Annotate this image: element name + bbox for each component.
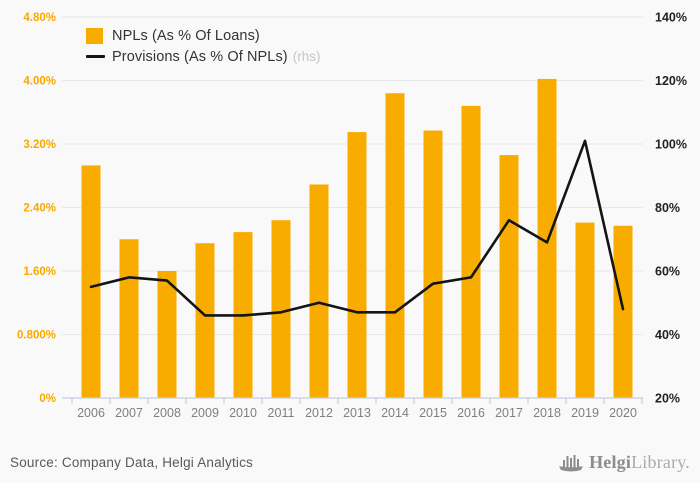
x-label-2010: 2010 bbox=[229, 406, 257, 420]
x-label-2011: 2011 bbox=[268, 406, 295, 420]
x-label-2013: 2013 bbox=[343, 406, 371, 420]
bar-2019 bbox=[575, 222, 595, 398]
legend-label-provisions: Provisions (As % Of NPLs) bbox=[112, 48, 288, 65]
legend-label-npls: NPLs (As % Of Loans) bbox=[112, 27, 260, 44]
y-right-tick-label: 100% bbox=[655, 138, 687, 152]
x-label-2018: 2018 bbox=[533, 406, 561, 420]
logo-text: HelgiLibrary. bbox=[589, 452, 690, 473]
y-right-tick-label: 80% bbox=[655, 201, 680, 215]
legend-label-rhs: (rhs) bbox=[292, 49, 321, 64]
bar-2006 bbox=[81, 165, 101, 398]
npls-swatch-icon bbox=[86, 27, 103, 44]
x-label-2009: 2009 bbox=[191, 406, 219, 420]
y-left-tick-label: 3.20% bbox=[23, 139, 56, 151]
x-label-2008: 2008 bbox=[153, 406, 181, 420]
chart-legend: NPLs (As % Of Loans) Provisions (As % Of… bbox=[86, 25, 321, 67]
legend-item-npls: NPLs (As % Of Loans) bbox=[86, 25, 321, 46]
y-left-tick-label: 1.60% bbox=[23, 266, 56, 278]
x-label-2007: 2007 bbox=[115, 406, 143, 420]
bar-2018 bbox=[537, 78, 557, 398]
logo-text-helgi: Helgi bbox=[589, 451, 632, 472]
chart-footer: Source: Company Data, Helgi Analytics He… bbox=[0, 444, 700, 480]
legend-item-provisions: Provisions (As % Of NPLs) (rhs) bbox=[86, 46, 321, 67]
chart-area: 4.80% 4.00% 3.20% 2.40% 1.60% 0.800% 0% 140% 120… bbox=[17, 11, 687, 421]
provisions-line bbox=[89, 139, 625, 317]
bar-2013 bbox=[347, 132, 367, 398]
y-right-tick-label: 40% bbox=[655, 328, 680, 342]
helgi-ship-icon bbox=[559, 455, 584, 472]
bar-2017 bbox=[499, 155, 519, 398]
y-right-tick-label: 140% bbox=[655, 11, 687, 25]
y-right-tick-label: 120% bbox=[655, 74, 687, 88]
y-left-tick-label: 4.80% bbox=[23, 12, 56, 24]
bar-2009 bbox=[195, 243, 215, 398]
x-label-2016: 2016 bbox=[457, 406, 485, 420]
y-left-tick-label: 2.40% bbox=[23, 203, 56, 215]
bar-2008 bbox=[157, 271, 177, 398]
x-label-2006: 2006 bbox=[77, 406, 105, 420]
provisions-line-icon bbox=[86, 55, 105, 58]
x-label-2019: 2019 bbox=[571, 406, 599, 420]
bar-2016 bbox=[461, 105, 481, 399]
x-label-2020: 2020 bbox=[609, 406, 637, 420]
helgi-library-logo: HelgiLibrary. bbox=[558, 452, 690, 473]
x-label-2017: 2017 bbox=[495, 406, 523, 420]
bar-2007 bbox=[119, 239, 139, 398]
source-note: Source: Company Data, Helgi Analytics bbox=[10, 454, 254, 470]
bar-2015 bbox=[423, 130, 443, 398]
y-left-tick-label: 0.800% bbox=[17, 330, 56, 342]
y-left-tick-label: 0% bbox=[39, 393, 56, 405]
npl-provisions-chart: 4.80% 4.00% 3.20% 2.40% 1.60% 0.800% 0% 140% 120… bbox=[17, 11, 687, 421]
x-label-2014: 2014 bbox=[381, 406, 409, 420]
y-left-tick-label: 4.00% bbox=[23, 76, 56, 88]
x-label-2012: 2012 bbox=[305, 406, 333, 420]
bar-2012 bbox=[309, 184, 329, 398]
x-label-2015: 2015 bbox=[419, 406, 447, 420]
bar-2020 bbox=[613, 225, 633, 398]
y-right-tick-label: 60% bbox=[655, 265, 680, 279]
y-right-tick-label: 20% bbox=[655, 392, 680, 406]
bar-2011 bbox=[271, 220, 291, 398]
logo-text-library: Library. bbox=[631, 451, 690, 472]
bar-2014 bbox=[385, 93, 405, 398]
